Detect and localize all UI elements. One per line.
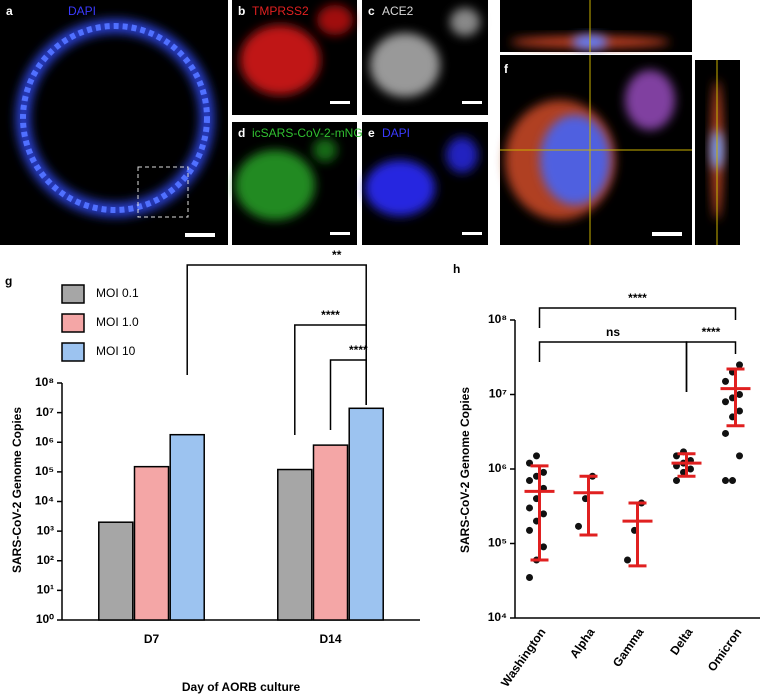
data-point <box>526 504 533 512</box>
data-point <box>673 477 680 485</box>
legend-label: MOI 0.1 <box>96 286 139 300</box>
y-axis-label: SARS-CoV-2 Genome Copies <box>10 407 24 573</box>
y-tick-label: 10⁷ <box>36 405 54 419</box>
bar <box>277 468 313 621</box>
bar <box>312 444 349 621</box>
data-point <box>736 361 743 369</box>
x-tick-label: D14 <box>319 632 341 646</box>
y-axis-label: SARS-CoV-2 Genome Copies <box>458 387 472 553</box>
y-tick-label: 10⁶ <box>488 461 507 475</box>
data-point <box>729 477 736 485</box>
significance-label: ns <box>606 325 620 339</box>
legend-swatch <box>61 342 85 362</box>
data-point <box>526 526 533 534</box>
data-point <box>736 391 743 398</box>
panel-letter: a <box>6 4 13 18</box>
bar <box>169 433 205 621</box>
bar <box>133 465 170 621</box>
x-tick-label: Omicron <box>705 626 745 674</box>
y-tick-label: 10¹ <box>37 583 54 597</box>
data-point <box>722 477 729 485</box>
y-tick-label: 10⁶ <box>35 434 54 448</box>
data-point <box>540 468 547 476</box>
data-point <box>624 556 631 564</box>
x-tick-label: Alpha <box>567 625 598 661</box>
y-tick-label: 10⁵ <box>488 536 507 550</box>
bar <box>348 407 384 621</box>
significance-label: ** <box>332 248 342 262</box>
significance-bracket <box>186 264 367 405</box>
significance-label: **** <box>702 325 721 339</box>
data-point <box>736 452 743 460</box>
panel-letter: e <box>368 126 375 140</box>
data-point <box>687 465 694 473</box>
legend-swatch <box>61 313 85 333</box>
panel-letter: f <box>504 62 509 76</box>
data-point <box>736 407 743 415</box>
significance-bracket <box>538 341 688 392</box>
data-point <box>575 522 582 530</box>
channel-label: ACE2 <box>382 4 414 18</box>
y-tick-label: 10⁴ <box>488 610 507 624</box>
data-point <box>722 398 729 406</box>
significance-bracket <box>329 359 367 430</box>
x-tick-label: Delta <box>667 625 695 657</box>
significance-bracket <box>538 307 737 328</box>
panel-letter: h <box>453 262 460 276</box>
y-tick-label: 10⁸ <box>488 312 507 326</box>
y-tick-label: 10⁵ <box>35 464 54 478</box>
channel-label: DAPI <box>68 4 96 18</box>
y-tick-label: 10⁴ <box>35 494 54 508</box>
channel-label: DAPI <box>382 126 410 140</box>
bar <box>98 521 134 621</box>
significance-label: **** <box>628 291 647 305</box>
data-point <box>533 452 540 460</box>
y-tick-label: 10⁷ <box>489 387 507 401</box>
data-point <box>722 377 729 385</box>
significance-bracket <box>685 341 737 392</box>
significance-label: **** <box>349 343 368 357</box>
channel-label: icSARS-CoV-2-mNG <box>252 126 363 140</box>
legend-label: MOI 10 <box>96 344 136 358</box>
data-point <box>540 543 547 551</box>
data-point <box>526 477 533 485</box>
panel-letter: d <box>238 126 245 140</box>
legend-label: MOI 1.0 <box>96 315 139 329</box>
data-point <box>540 510 547 518</box>
data-point <box>722 429 729 437</box>
panel-letter: b <box>238 4 245 18</box>
y-tick-label: 10⁸ <box>35 375 54 389</box>
x-tick-label: D7 <box>144 632 160 646</box>
panel-letter: g <box>5 274 12 288</box>
y-tick-label: 10⁰ <box>36 612 54 626</box>
x-tick-label: Gamma <box>610 625 647 669</box>
y-tick-label: 10² <box>37 553 54 567</box>
significance-label: **** <box>321 308 340 322</box>
channel-label: TMPRSS2 <box>252 4 309 18</box>
x-axis-label: Day of AORB culture <box>182 680 301 694</box>
panel-letter: c <box>368 4 375 18</box>
x-tick-label: Washington <box>498 626 549 690</box>
microscopy <box>0 0 740 245</box>
legend-swatch <box>61 284 85 304</box>
data-point <box>526 573 533 581</box>
y-tick-label: 10³ <box>37 523 54 537</box>
